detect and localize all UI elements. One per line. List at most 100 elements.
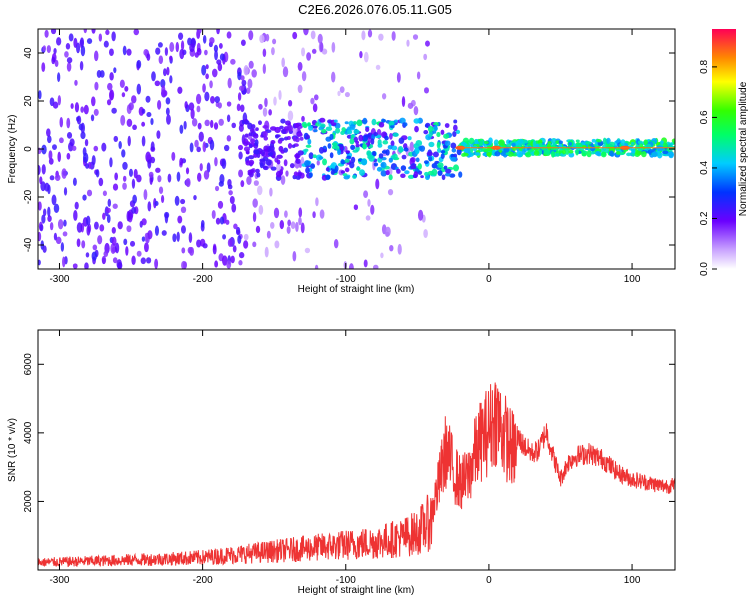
spectrogram-cell [283,126,290,131]
colorbar-tick-label: 0.2 [699,211,710,225]
spectrogram-cell [558,140,563,145]
spectrogram-y-tick-label: 20 [23,95,34,107]
spectrogram-cell [451,148,457,153]
spectrogram-cell [248,143,253,149]
spectrogram-cell [109,157,113,168]
spectrogram-cell [72,177,77,187]
spectrogram-cell [288,99,293,107]
spectrogram-cell [247,172,253,176]
spectrogram-cell [218,118,224,126]
spectrogram-cell [120,114,126,126]
spectrogram-cell [298,216,302,226]
spectrogram-cell [366,150,372,157]
spectrogram-cell [304,247,311,254]
spectrogram-cell [181,225,186,234]
spectrogram-cell [280,175,286,185]
spectrogram-cell [388,174,393,181]
spectrogram-cell [272,38,277,45]
spectrogram-cell [47,206,51,217]
spectrogram-cell [41,144,47,155]
spectrogram-x-tick-label: 0 [486,274,492,285]
spectrogram-cell [443,133,450,139]
spectrogram-cell [128,168,133,177]
spectrogram-cell [273,96,277,106]
spectrogram-cell [105,207,111,214]
spectrogram-cell [310,97,315,105]
spectrogram-cell [541,146,547,151]
spectrogram-cell [271,47,275,56]
spectrogram-cell [237,144,244,151]
spectrogram-cell [293,171,299,177]
spectrogram-cell [344,158,350,163]
spectrogram-cell [221,158,227,170]
spectrogram-cell [337,90,341,97]
spectrogram-cell [437,147,442,153]
spectrogram-cell [228,190,233,196]
spectrogram-x-tick-label: -100 [336,274,356,285]
spectrogram-cell [353,129,360,135]
spectrogram-cell [209,37,215,44]
spectrogram-y-tick-label: -20 [23,189,34,204]
spectrogram-cell [103,250,109,258]
spectrogram-cell [262,107,268,117]
spectrogram-cell [196,29,202,35]
spectrogram-cell [154,258,159,269]
spectrogram-cell [246,176,252,185]
spectrogram-cell [68,33,74,42]
spectrogram-cell [237,92,242,101]
spectrogram-cell [486,151,492,157]
spectrogram-cell [217,200,224,209]
spectrogram-cell [327,143,332,149]
spectrogram-cell [409,141,414,152]
spectrogram-cell [349,138,355,145]
spectrogram-cell [264,246,269,258]
spectrogram-cell [397,243,402,255]
spectrogram-cell [245,150,250,155]
spectrogram-cell [467,152,474,157]
spectrogram-cell [343,175,350,180]
spectrogram-cell [102,212,106,220]
spectrogram-cell [209,80,213,89]
spectrogram-cell [308,125,314,131]
spectrogram-cell [270,166,277,171]
spectrogram-cell [41,164,46,175]
spectrogram-cell [244,133,249,138]
spectrogram-cell [204,49,208,56]
spectrogram-cell [44,182,50,192]
spectrogram-cell [660,140,664,145]
spectrogram-cell [423,53,428,61]
spectrogram-cell [107,82,113,91]
spectrogram-cell [292,136,297,142]
spectrogram-x-tick-label: -300 [49,274,69,285]
spectrogram-cell [376,166,383,172]
spectrogram-cell [80,122,85,134]
spectrogram-cell [217,62,223,72]
spectrogram-cell [295,158,301,164]
spectrogram-cell [259,34,265,44]
spectrogram-cell [287,110,294,121]
spectrogram-cell [163,68,167,77]
spectrogram-cell [195,93,202,105]
spectrogram-cell [265,33,270,42]
spectrogram-cell [440,150,446,154]
spectrogram-cell [122,182,127,190]
spectrogram-cell [437,162,444,169]
spectrogram-cell [46,45,51,53]
spectrogram-cell [244,141,251,146]
spectrogram-cell [283,136,289,141]
spectrogram-y-tick-label: 40 [23,47,34,59]
spectrogram-cell [189,43,195,53]
spectrogram-cell [585,141,592,145]
spectrogram-cell [219,216,225,225]
spectrogram-cell [196,239,202,248]
spectrogram-cell [423,160,429,165]
spectrogram-cell [403,147,409,152]
spectrogram-cell [206,162,211,173]
spectrogram-cell [111,107,117,114]
spectrogram-cell [164,47,168,56]
spectrogram-cell [306,52,312,61]
spectrogram-cell [594,151,601,156]
spectrogram-cell [76,222,83,233]
spectrogram-cell [194,52,199,58]
spectrogram-cell [132,194,137,204]
